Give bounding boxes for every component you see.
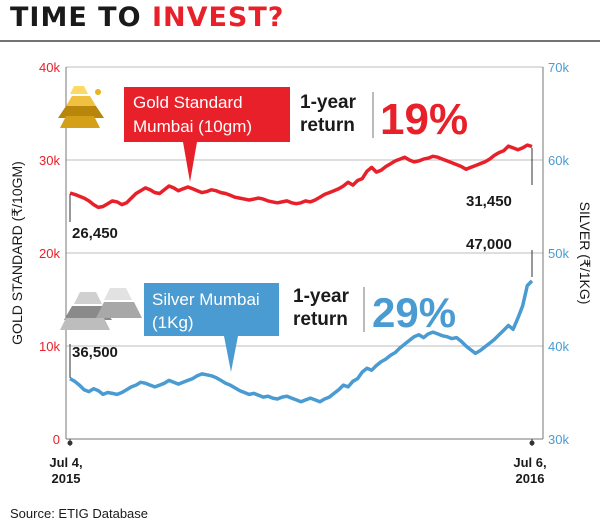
right-tick-label: 40k	[548, 339, 569, 354]
x-tick-label: 2016	[516, 471, 545, 486]
silver-series-name: Silver Mumbai	[152, 290, 260, 309]
left-tick-label: 10k	[39, 339, 60, 354]
gold-callout-pointer	[183, 142, 197, 182]
x-tick-dot	[67, 440, 73, 446]
left-tick-label: 20k	[39, 246, 60, 261]
silver-return-label-2: return	[293, 309, 348, 330]
silver-end-label: 47,000	[466, 236, 512, 253]
title-part-1: TIME TO	[10, 2, 152, 33]
gold-series-name-2: Mumbai (10gm)	[133, 117, 252, 136]
title-part-2: INVEST?	[151, 2, 285, 33]
silver-start-label: 36,500	[72, 344, 118, 361]
x-tick-label: Jul 6,	[513, 455, 546, 470]
right-tick-label: 30k	[548, 432, 569, 447]
silver-return-label: 1-year	[293, 286, 350, 307]
left-tick-label: 40k	[39, 60, 60, 75]
left-tick-label: 0	[53, 432, 60, 447]
right-tick-label: 60k	[548, 153, 569, 168]
gold-return-label-2: return	[300, 115, 355, 136]
silver-callout: Silver Mumbai (1Kg) 1-year return 29%	[60, 283, 456, 372]
right-tick-label: 50k	[548, 246, 569, 261]
left-tick-label: 30k	[39, 153, 60, 168]
silver-callout-pointer	[224, 336, 238, 372]
silver-price-line	[69, 279, 534, 404]
page-title: TIME TO INVEST?	[10, 2, 284, 33]
gold-price-line	[69, 143, 533, 210]
right-axis-title: SILVER (₹/1KG)	[577, 202, 593, 305]
x-tick-dot	[529, 440, 535, 446]
x-tick-label: Jul 4,	[49, 455, 82, 470]
gold-return-label: 1-year	[300, 92, 357, 113]
gold-bars-icon	[58, 86, 104, 128]
gold-start-label: 26,450	[72, 225, 118, 242]
source-note: Source: ETIG Database	[10, 506, 149, 521]
silver-bars-icon	[60, 288, 142, 330]
gold-callout-box	[124, 87, 290, 142]
gold-return-value: 19%	[380, 95, 468, 144]
x-tick-label: 2015	[52, 471, 81, 486]
right-tick-label: 70k	[548, 60, 569, 75]
silver-return-value: 29%	[372, 289, 456, 336]
left-axis-title: GOLD STANDARD (₹/10GM)	[9, 161, 25, 345]
gold-callout: Gold Standard Mumbai (10gm) 1-year retur…	[58, 86, 468, 182]
gold-end-label: 31,450	[466, 193, 512, 210]
silver-callout-box	[144, 283, 279, 336]
gold-series-name: Gold Standard	[133, 93, 243, 112]
silver-series-name-2: (1Kg)	[152, 313, 194, 332]
